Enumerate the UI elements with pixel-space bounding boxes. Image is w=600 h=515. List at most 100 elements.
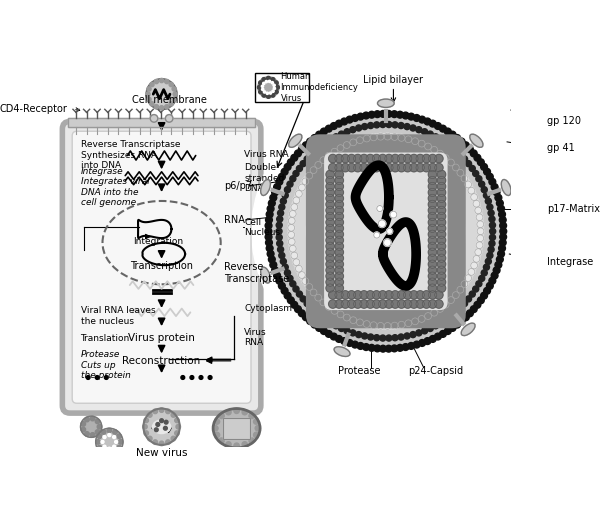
Circle shape: [484, 193, 490, 198]
Circle shape: [295, 150, 301, 157]
Circle shape: [113, 445, 116, 448]
Circle shape: [259, 81, 262, 84]
Circle shape: [295, 191, 302, 197]
Circle shape: [296, 165, 302, 171]
Circle shape: [276, 234, 282, 241]
Circle shape: [469, 165, 475, 171]
Circle shape: [366, 154, 374, 163]
Circle shape: [259, 90, 262, 94]
Circle shape: [402, 344, 409, 350]
Circle shape: [452, 291, 459, 299]
Circle shape: [326, 248, 334, 256]
Circle shape: [273, 87, 275, 90]
Circle shape: [169, 101, 173, 106]
Circle shape: [154, 79, 158, 83]
Circle shape: [262, 78, 266, 81]
Circle shape: [346, 116, 353, 123]
Circle shape: [377, 133, 384, 140]
Circle shape: [262, 93, 266, 97]
Circle shape: [404, 154, 412, 163]
Circle shape: [391, 300, 400, 308]
Circle shape: [386, 122, 392, 128]
Circle shape: [276, 228, 282, 234]
Circle shape: [398, 321, 405, 328]
Circle shape: [385, 300, 393, 308]
Text: Integrase: Integrase: [547, 256, 593, 267]
Circle shape: [461, 281, 468, 287]
Circle shape: [410, 163, 418, 172]
Circle shape: [391, 154, 400, 163]
Circle shape: [80, 416, 102, 437]
Circle shape: [302, 142, 309, 149]
Text: Double-
stranded
DNA: Double- stranded DNA: [244, 163, 284, 193]
Circle shape: [428, 260, 437, 268]
Circle shape: [257, 85, 261, 89]
Circle shape: [416, 330, 422, 336]
Circle shape: [438, 137, 444, 143]
Circle shape: [266, 76, 271, 80]
Circle shape: [85, 432, 89, 436]
Circle shape: [470, 306, 477, 313]
Circle shape: [428, 230, 437, 238]
Circle shape: [412, 318, 419, 325]
Circle shape: [335, 260, 343, 268]
Circle shape: [368, 123, 374, 129]
Circle shape: [226, 442, 231, 447]
Circle shape: [428, 278, 437, 286]
Circle shape: [385, 291, 393, 299]
Circle shape: [392, 335, 398, 341]
Circle shape: [269, 92, 272, 94]
Circle shape: [391, 345, 398, 352]
Circle shape: [317, 144, 323, 150]
Circle shape: [295, 306, 301, 313]
Circle shape: [300, 161, 306, 167]
Circle shape: [326, 170, 334, 179]
Circle shape: [287, 297, 294, 304]
Circle shape: [267, 250, 274, 258]
Circle shape: [437, 224, 446, 232]
Circle shape: [364, 135, 370, 142]
Circle shape: [108, 434, 111, 437]
Circle shape: [266, 216, 272, 224]
Circle shape: [95, 419, 100, 424]
Circle shape: [272, 189, 278, 196]
Circle shape: [166, 409, 170, 414]
Circle shape: [249, 413, 254, 419]
Circle shape: [160, 78, 164, 82]
Circle shape: [437, 266, 446, 274]
Circle shape: [496, 256, 503, 263]
Circle shape: [481, 186, 487, 193]
Circle shape: [298, 184, 305, 191]
Circle shape: [315, 294, 322, 301]
Circle shape: [404, 333, 410, 339]
Text: Lipid bilayer: Lipid bilayer: [364, 75, 424, 85]
Circle shape: [466, 146, 473, 152]
Circle shape: [154, 105, 158, 109]
Circle shape: [366, 291, 374, 299]
Circle shape: [374, 345, 381, 352]
Circle shape: [386, 335, 392, 341]
Circle shape: [164, 79, 169, 83]
Circle shape: [428, 212, 437, 220]
Circle shape: [437, 305, 443, 312]
Circle shape: [379, 154, 387, 163]
Circle shape: [452, 164, 459, 171]
Circle shape: [306, 152, 466, 311]
Circle shape: [350, 317, 356, 323]
Ellipse shape: [502, 180, 511, 196]
Circle shape: [335, 254, 343, 262]
Circle shape: [457, 286, 464, 293]
Circle shape: [272, 117, 499, 345]
Circle shape: [281, 287, 288, 294]
Circle shape: [91, 416, 95, 421]
Circle shape: [266, 95, 271, 98]
Circle shape: [262, 85, 263, 88]
Circle shape: [81, 422, 86, 426]
Circle shape: [252, 97, 520, 365]
Circle shape: [360, 300, 368, 308]
Circle shape: [474, 154, 481, 161]
Circle shape: [477, 235, 484, 242]
Circle shape: [437, 278, 446, 286]
Circle shape: [276, 222, 282, 228]
Circle shape: [373, 163, 380, 172]
